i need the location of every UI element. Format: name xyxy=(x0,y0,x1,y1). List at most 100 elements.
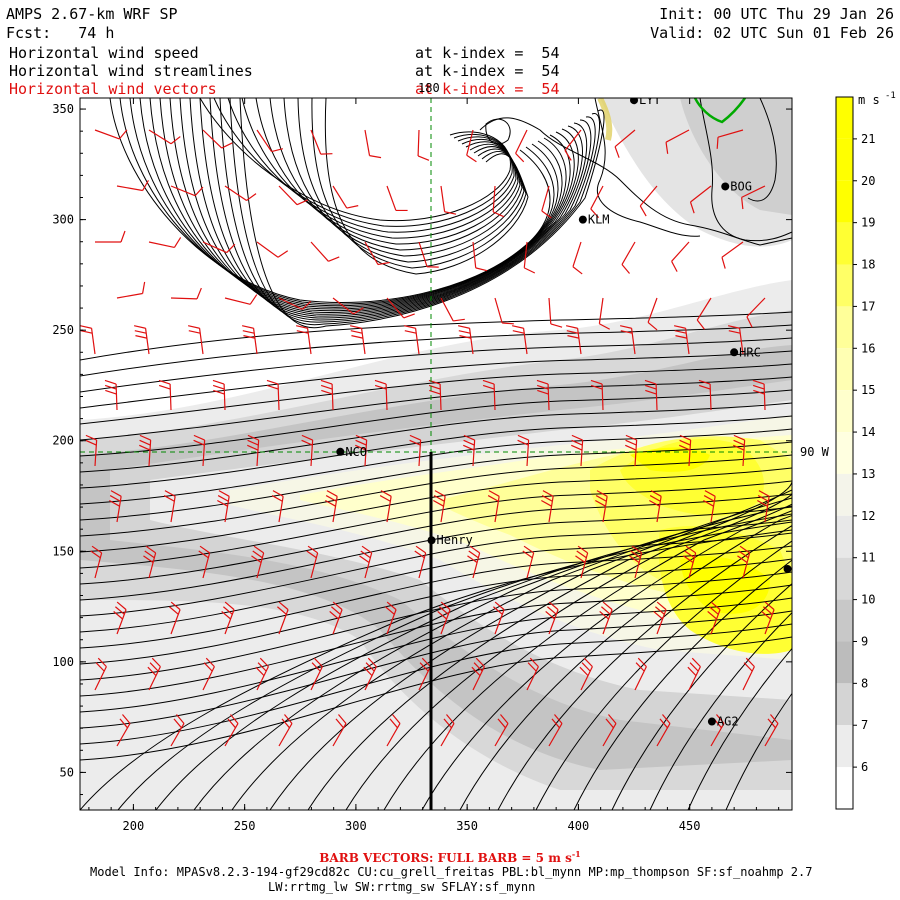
barb-shaft xyxy=(572,241,582,267)
streamline xyxy=(80,480,792,569)
barb-shaft xyxy=(386,297,405,319)
barb-flag xyxy=(696,319,705,330)
colorbar-swatch xyxy=(836,683,853,726)
barb-flag xyxy=(703,499,714,507)
barb-flag xyxy=(142,180,149,191)
station-label: NCO xyxy=(345,445,367,459)
barb-flag xyxy=(218,490,230,497)
y-tick-label: 50 xyxy=(60,765,74,779)
barb-flag xyxy=(522,550,533,559)
barb-flag xyxy=(145,545,156,554)
wind-barb xyxy=(523,241,536,274)
barb-flag xyxy=(90,550,101,559)
x-tick-label: 300 xyxy=(345,819,367,833)
barb-flag xyxy=(409,439,421,446)
barb-flag xyxy=(494,601,505,611)
barb-flag xyxy=(221,142,233,149)
barb-shaft xyxy=(278,297,303,310)
barb-flag xyxy=(193,434,205,441)
colorbar-swatch xyxy=(836,180,853,223)
barb-flag xyxy=(684,550,695,559)
wind-barb xyxy=(278,297,312,310)
x-tick-label: 350 xyxy=(456,819,478,833)
wind-barb xyxy=(466,129,477,163)
barb-flag xyxy=(590,379,603,385)
barb-flag xyxy=(109,495,121,502)
barb-flag xyxy=(647,321,658,331)
station-marker xyxy=(721,182,730,191)
streamline xyxy=(80,428,792,505)
barb-flag xyxy=(512,325,524,329)
barb-shaft xyxy=(386,185,397,211)
barb-shaft xyxy=(440,496,446,523)
barb-flag xyxy=(698,384,711,390)
barb-flag xyxy=(251,555,262,564)
station-marker xyxy=(336,447,345,456)
wind-barbs xyxy=(80,129,779,747)
barb-flag xyxy=(529,657,539,668)
wind-barb xyxy=(590,185,604,219)
barb-flag xyxy=(212,379,225,385)
y-tick-label: 100 xyxy=(52,655,74,669)
barb-flag xyxy=(247,439,259,446)
wind-barb xyxy=(564,129,582,161)
barb-flag xyxy=(91,545,102,554)
wind-barb xyxy=(90,545,103,579)
barb-flag xyxy=(655,606,665,615)
x-tick-label: 450 xyxy=(679,819,701,833)
wind-barb xyxy=(306,545,319,579)
wind-barb xyxy=(548,714,563,747)
barb-shaft xyxy=(170,496,176,523)
barb-shaft xyxy=(741,185,766,198)
barb-shaft xyxy=(331,383,334,411)
wind-barb xyxy=(221,601,235,635)
barb-flag xyxy=(467,555,478,564)
barb-shaft xyxy=(170,185,196,197)
streamline xyxy=(119,98,555,305)
barb-shaft xyxy=(277,383,280,411)
barb-shaft xyxy=(310,241,329,262)
streamline xyxy=(117,521,792,810)
barb-flag xyxy=(374,384,387,390)
barb-shaft xyxy=(656,723,671,747)
barb-flag xyxy=(253,545,264,554)
colorbar-unit: m s xyxy=(858,93,880,107)
barb-flag xyxy=(463,439,475,446)
barb-shaft xyxy=(418,440,422,467)
barb-flag xyxy=(595,499,606,507)
streamline xyxy=(199,98,511,222)
barb-flag xyxy=(733,434,745,441)
barb-flag xyxy=(523,545,534,554)
barb-flag xyxy=(571,439,583,446)
barb-flag xyxy=(653,610,663,620)
barb-flag xyxy=(537,389,549,395)
barb-flag xyxy=(492,211,505,218)
wind-barb xyxy=(379,490,392,523)
barb-flag xyxy=(704,490,716,497)
streamline xyxy=(80,584,792,697)
barb-flag xyxy=(649,495,661,502)
barb-shaft xyxy=(170,723,185,747)
station-marker xyxy=(578,215,587,224)
colorbar-swatch xyxy=(836,767,853,809)
barb-shaft xyxy=(252,328,258,355)
wind-barb xyxy=(764,714,779,747)
wind-barb xyxy=(109,490,122,523)
wind-barb xyxy=(301,434,314,467)
wind-barb xyxy=(598,297,610,330)
wind-barb xyxy=(647,297,658,331)
colorbar-label: 19 xyxy=(861,216,875,230)
barb-flag xyxy=(635,662,645,672)
barb-flag xyxy=(721,257,726,269)
wind-barb xyxy=(95,230,126,243)
streamline xyxy=(149,98,567,310)
barb-flag xyxy=(350,330,363,334)
barb-flag xyxy=(679,444,691,451)
streamline xyxy=(209,98,592,321)
colorbar-label: 12 xyxy=(861,509,875,523)
wind-barb xyxy=(278,185,308,206)
barb-flag xyxy=(221,610,231,620)
barb-flag xyxy=(328,256,340,262)
streamline xyxy=(80,597,792,713)
barb-flag xyxy=(346,205,359,209)
